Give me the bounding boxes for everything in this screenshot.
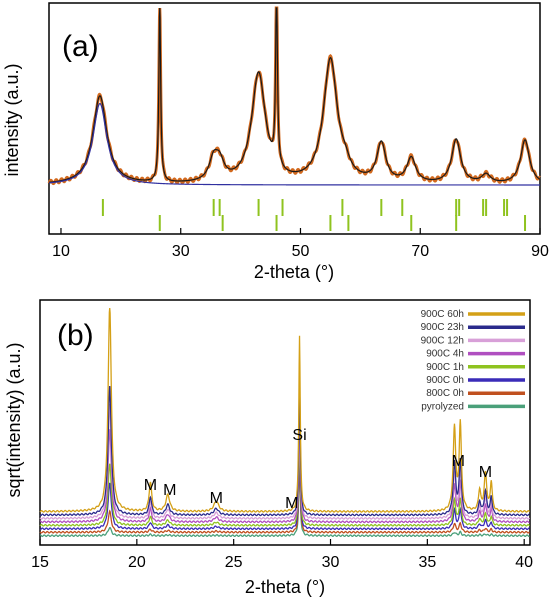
panel-b-series	[39, 414, 531, 527]
panel-b-series	[39, 448, 530, 538]
legend-label: 900C 12h	[421, 335, 464, 346]
legend-label: 900C 23h	[421, 322, 464, 333]
panel-a: (a) intensity (a.u.) 2-theta (°) 10 30 50 7…	[2, 2, 549, 282]
panel-b-x-tick-label: 35	[418, 554, 436, 571]
panel-a-frame	[48, 2, 541, 235]
panel-b-x-tick-label: 40	[515, 554, 533, 571]
panel-b-series	[39, 375, 530, 517]
panel-b-series	[39, 396, 530, 524]
peak-annotation: M	[163, 482, 176, 499]
legend-label: 800C 0h	[426, 388, 464, 399]
peak-annotation: M	[452, 453, 465, 470]
panel-a-x-tick-label: 70	[411, 243, 429, 260]
panel-b-ylabel: sqrt(intensity) (a.u.)	[4, 342, 24, 497]
panel-a-x-tick-label: 50	[292, 243, 310, 260]
panel-b-xlabel: 2-theta (°)	[245, 577, 325, 597]
panel-b-series	[39, 384, 531, 520]
panel-b-x-tick-label: 30	[322, 554, 340, 571]
peak-annotation: M	[144, 477, 157, 494]
panel-b-series	[39, 426, 530, 531]
panel-b-x-tick-label: 20	[128, 554, 146, 571]
panel-b: (b) sqrt(intensity) (a.u.) 2-theta (°) 1…	[4, 299, 533, 597]
legend-label: 900C 4h	[426, 349, 464, 360]
legend-label: pyrolyzed	[421, 401, 464, 412]
panel-a-x-tick-label: 10	[52, 243, 70, 260]
panel-a-x-tick-label: 30	[172, 243, 190, 260]
panel-b-series	[39, 307, 531, 513]
peak-annotation: M	[210, 490, 223, 507]
peak-annotation: Si	[292, 427, 306, 444]
panel-a-series-fit-variant	[48, 102, 540, 186]
legend-label: 900C 0h	[426, 375, 464, 386]
panel-a-series-observed	[47, 6, 541, 186]
peak-annotation: M	[479, 464, 492, 481]
legend-label: 900C 60h	[421, 309, 464, 320]
panel-a-series-fit	[48, 7, 541, 183]
panel-b-x-tick-label: 25	[225, 554, 243, 571]
panel-a-xlabel: 2-theta (°)	[254, 262, 334, 282]
panel-b-frame	[39, 299, 531, 546]
panel-a-label: (a)	[62, 30, 99, 63]
peak-annotation: M	[285, 495, 298, 512]
panel-b-x-tick-label: 15	[31, 554, 49, 571]
panel-a-ylabel: intensity (a.u.)	[2, 63, 22, 176]
panel-a-x-tick-label: 90	[531, 243, 549, 260]
panel-b-series	[39, 440, 531, 534]
legend-label: 900C 1h	[426, 362, 464, 373]
panel-b-label: (b)	[57, 319, 94, 352]
